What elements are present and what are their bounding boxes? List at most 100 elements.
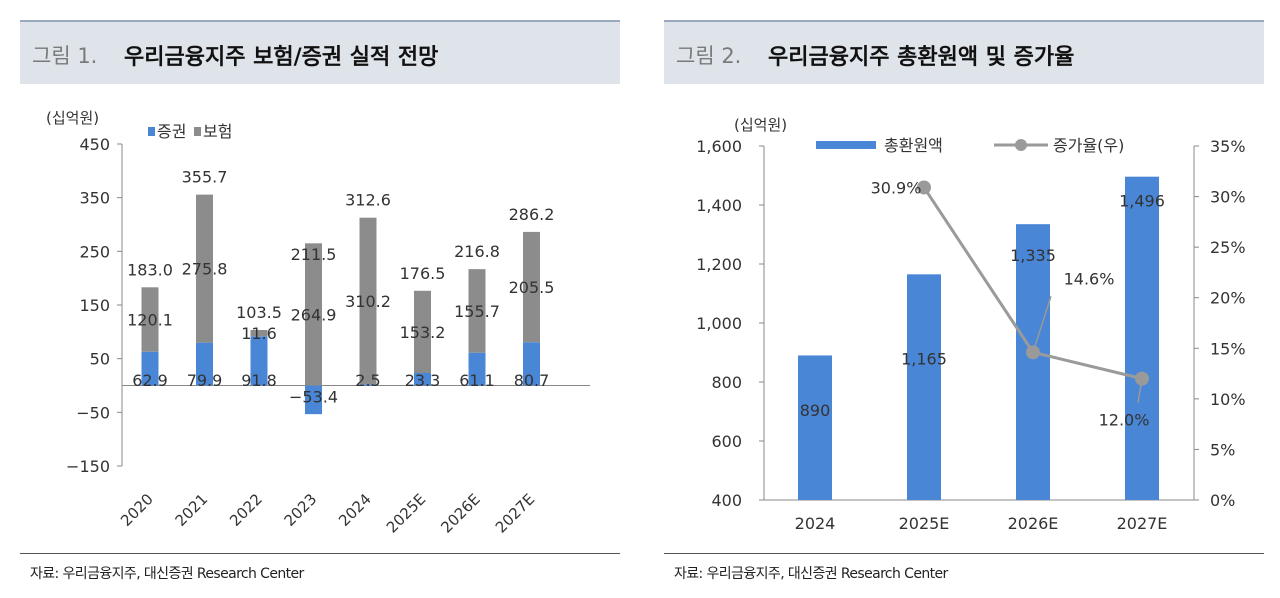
x-tick-label: 2020 (117, 490, 157, 530)
data-label-securities: −53.4 (289, 388, 338, 407)
x-tick-label: 2025E (899, 514, 950, 533)
bar-total-return (798, 355, 832, 500)
data-label-total: 103.5 (236, 303, 282, 322)
bar-securities (196, 342, 213, 386)
bar-securities (250, 336, 268, 386)
legend-label-0: 증권 (157, 122, 186, 141)
y-unit-label: (십억원) (734, 116, 787, 134)
figure-1-chart: (십억원) 증권 보험 450 350 250 150 50 −50 −150 62.9 120.1 1… (46, 109, 590, 537)
left-tick-label: 1,600 (696, 137, 742, 156)
growth-marker (1135, 371, 1149, 386)
data-label-total: 286.2 (509, 205, 555, 224)
figure-1-title: 우리금융지주 보험/증권 실적 전망 (124, 45, 439, 70)
x-tick-label: 2022 (226, 490, 266, 530)
data-label-insurance: 155.7 (454, 302, 500, 321)
left-tick-label: 1,400 (696, 196, 742, 215)
figure-2-number: 그림 2. (676, 44, 742, 68)
data-label-securities: 62.9 (132, 371, 168, 390)
x-tick-label: 2025E (383, 490, 429, 536)
bar-insurance (414, 290, 431, 373)
bar-securities (359, 384, 377, 386)
data-label-securities: 79.9 (187, 371, 223, 390)
data-label-securities: 23.3 (405, 371, 441, 390)
bar-securities (523, 342, 540, 386)
data-label-total: 176.5 (400, 264, 446, 283)
legend-label-1: 보험 (203, 122, 232, 141)
right-tick-label: 5% (1210, 440, 1235, 459)
x-tick-label: 2023 (281, 490, 321, 530)
right-tick-label: 25% (1210, 238, 1246, 257)
legend-marker-line (1015, 139, 1027, 151)
left-tick-label: 400 (711, 491, 742, 510)
right-tick-label: 15% (1210, 339, 1246, 358)
left-tick-label: 1,200 (696, 255, 742, 274)
right-tick-label: 20% (1210, 289, 1246, 308)
bar-securities (141, 351, 159, 386)
y-tick-label: −50 (76, 403, 110, 422)
figure-2-bottom-rule (664, 553, 1264, 554)
bar-insurance (250, 330, 268, 337)
bar-securities (468, 352, 486, 386)
figure-1-header: 그림 1. 우리금융지주 보험/증권 실적 전망 (20, 20, 620, 84)
data-label-insurance: 11.6 (241, 324, 277, 343)
bar-insurance (468, 269, 486, 353)
bar-securities (305, 385, 322, 415)
bar-insurance (196, 194, 213, 343)
data-label-growth: 30.9% (871, 178, 922, 197)
data-label-bar: 1,496 (1119, 192, 1165, 211)
right-tick-label: 35% (1210, 137, 1246, 156)
data-label-bar: 1,335 (1010, 246, 1056, 265)
data-label-securities: 2.5 (355, 371, 380, 390)
left-tick-label: 1,000 (696, 314, 742, 333)
data-label-insurance: 275.8 (182, 260, 228, 279)
y-unit-label: (십억원) (46, 109, 99, 127)
bar-insurance (523, 231, 540, 343)
leader-line (1032, 296, 1052, 353)
x-tick-label: 2026E (1008, 514, 1059, 533)
right-tick-label: 0% (1210, 491, 1235, 510)
data-label-securities: 61.1 (459, 371, 495, 390)
data-label-insurance: 205.5 (509, 278, 555, 297)
data-label-growth: 14.6% (1064, 269, 1115, 288)
y-tick-label: 450 (79, 135, 110, 154)
figure-1-panel: 그림 1. 우리금융지주 보험/증권 실적 전망 (십억원) 증권 보험 450 350… (20, 0, 620, 598)
x-tick-label: 2024 (335, 490, 375, 530)
bar-insurance (141, 287, 159, 352)
figure-2-source: 자료: 우리금융지주, 대신증권 Research Center (674, 566, 948, 582)
legend-label-line: 증가율(우) (1053, 136, 1124, 155)
x-tick-label: 2021 (172, 490, 212, 530)
left-tick-label: 800 (711, 373, 742, 392)
left-tick-label: 600 (711, 432, 742, 451)
bar-insurance (305, 243, 322, 386)
legend-label-bar: 총환원액 (884, 136, 943, 155)
x-tick-label: 2026E (437, 490, 483, 536)
figure-2-header: 그림 2. 우리금융지주 총환원액 및 증가율 (664, 20, 1264, 84)
growth-marker (1026, 345, 1040, 360)
right-tick-label: 30% (1210, 188, 1246, 207)
right-tick-label: 10% (1210, 390, 1246, 409)
legend-swatch-bar (816, 141, 876, 149)
x-tick-label: 2027E (1117, 514, 1168, 533)
y-tick-label: 250 (79, 242, 110, 261)
x-tick-label: 2027E (492, 490, 538, 536)
y-tick-label: 150 (79, 296, 110, 315)
data-label-total: 216.8 (454, 242, 500, 261)
data-label-bar: 890 (800, 401, 831, 420)
data-label-total: 211.5 (291, 245, 337, 264)
bar-total-return (907, 274, 941, 500)
figure-2-chart: (십억원) 총환원액 증가율(우) 1,600 1,400 1,200 1,000 800 60… (696, 116, 1246, 533)
data-label-securities: 80.7 (514, 371, 550, 390)
bar-total-return (1125, 176, 1159, 500)
figure-2-panel: 그림 2. 우리금융지주 총환원액 및 증가율 (십억원) 총환원액 증가율(우) 1… (664, 0, 1264, 598)
bar-securities (414, 372, 431, 386)
figure-1-bottom-rule (20, 553, 620, 554)
figure-1-source: 자료: 우리금융지주, 대신증권 Research Center (30, 566, 304, 582)
y-tick-label: 350 (79, 189, 110, 208)
data-label-growth: 12.0% (1099, 411, 1150, 430)
bar-insurance (359, 217, 377, 385)
data-label-total: 312.6 (345, 191, 391, 210)
x-tick-label: 2024 (795, 514, 836, 533)
data-label-total: 183.0 (127, 260, 173, 279)
growth-marker (917, 180, 931, 195)
data-label-bar: 1,165 (901, 350, 947, 369)
